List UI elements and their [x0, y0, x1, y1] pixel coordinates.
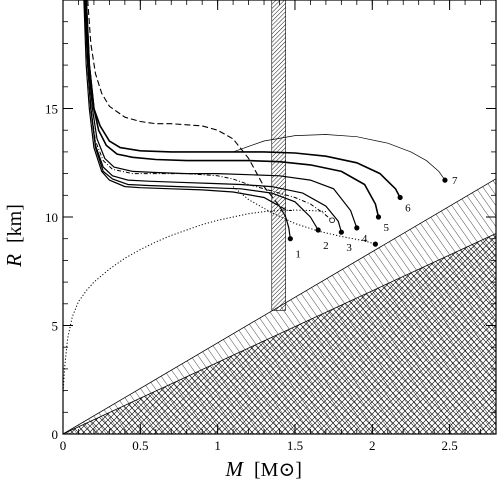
curve-labels-layer: 1 2 34 5 6 7	[295, 175, 458, 261]
curve-1	[83, 0, 291, 239]
curve-7	[232, 134, 446, 181]
end-marker-6	[397, 194, 403, 201]
x-tick-label: 2	[369, 438, 376, 453]
markers-layer	[287, 177, 448, 247]
curve-label-1: 1	[295, 249, 301, 261]
shaded-regions	[63, 0, 497, 434]
curve-label-5: 5	[383, 222, 389, 234]
x-tick-label: 1	[214, 438, 221, 453]
curve-6	[85, 0, 401, 198]
y-tick-label: 5	[52, 319, 59, 334]
x-tick-label: 0.5	[132, 438, 148, 453]
curve-4	[84, 0, 358, 229]
y-tick-label: 0	[52, 427, 59, 442]
curve-unlabeled-dash-dot-8	[84, 0, 333, 221]
canonical-mass-band	[271, 0, 286, 311]
curves-layer	[63, 0, 446, 395]
curve-label-7: 7	[452, 175, 458, 187]
x-axis-title: M	[225, 457, 245, 481]
y-axis-unit: [km]	[4, 204, 26, 243]
curve-5	[85, 0, 380, 218]
end-marker-3	[338, 229, 344, 235]
curve-label-6: 6	[405, 202, 411, 214]
y-tick-label: 15	[45, 102, 58, 117]
y-tick-label: 10	[45, 210, 58, 225]
x-tick-label: 0	[60, 438, 67, 453]
curve-unlabeled-dashed-7	[87, 0, 292, 212]
end-marker-1	[287, 236, 293, 242]
end-marker-10	[372, 241, 378, 247]
end-marker-4	[354, 225, 360, 231]
end-marker-7	[442, 177, 448, 183]
end-marker-2	[315, 227, 321, 233]
y-axis-title: R	[2, 254, 26, 268]
end-marker-5	[375, 214, 382, 220]
curve-label-3: 3	[346, 242, 352, 254]
curve-label-4: 4	[362, 233, 368, 245]
curve-unlabeled-dotted-9	[63, 209, 326, 395]
x-axis-unit: [M⊙]	[254, 459, 302, 481]
x-tick-label: 2.5	[441, 438, 457, 453]
curve-label-2: 2	[323, 240, 329, 252]
end-marker-open-8	[329, 217, 335, 224]
x-tick-label: 1.5	[287, 438, 303, 453]
